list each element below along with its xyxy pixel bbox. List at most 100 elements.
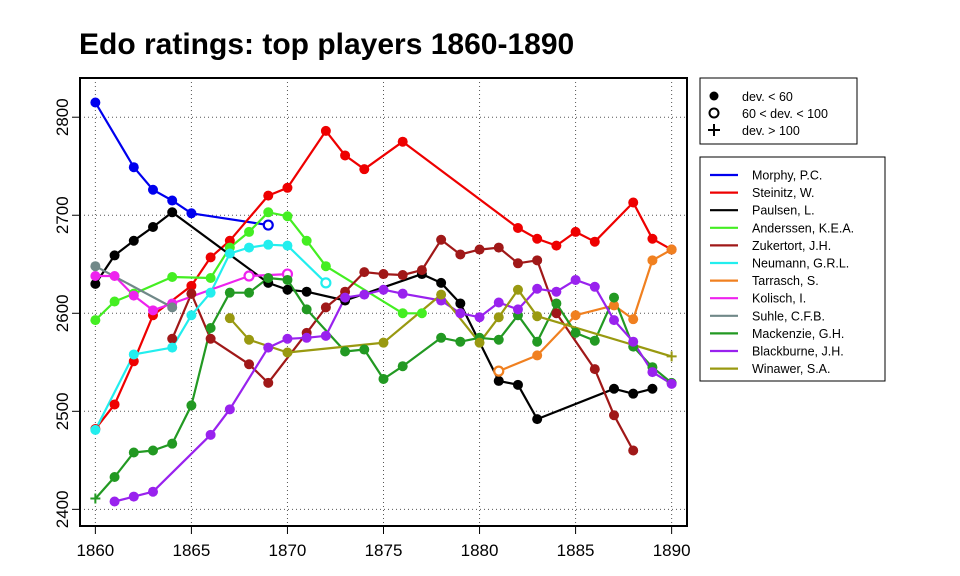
data-point-mackenzie-g-h-1870 [282, 274, 293, 285]
y-axis: 2400 2500 2600 2700 2800 [53, 98, 80, 528]
data-point-mackenzie-g-h-1878 [436, 332, 447, 343]
data-point-winawer-s-a-1867 [224, 313, 235, 324]
data-point-anderssen-k-e-a-1861 [109, 296, 120, 307]
data-point-neumann-g-r-l-1872 [320, 277, 332, 289]
data-point-kolisch-i-1862 [128, 290, 139, 301]
data-point-blackburne-j-h-1876 [397, 288, 408, 299]
data-point-mackenzie-g-h-1874 [359, 344, 370, 355]
legend-label-blackburne-j-h: Blackburne, J.H. [752, 345, 844, 359]
data-point-anderssen-k-e-a-1866 [205, 272, 216, 283]
data-point-mackenzie-g-h-1860 [90, 493, 101, 504]
y-tick-label-2800: 2800 [53, 98, 72, 136]
x-tick-label-1885: 1885 [557, 541, 595, 560]
data-point-anderssen-k-e-a-1860 [90, 315, 101, 326]
x-tick-label-1875: 1875 [365, 541, 403, 560]
data-point-paulsen-l-1888 [628, 388, 639, 399]
series-line-suhle-c-f-b [94, 265, 173, 309]
data-point-steinitz-w-1888 [628, 197, 639, 208]
legend-label-neumann-g-r-l: Neumann, G.R.L. [752, 257, 849, 271]
data-point-steinitz-w-1865 [186, 280, 197, 291]
y-tick-label-2700: 2700 [53, 196, 72, 234]
series-line-neumann-g-r-l [94, 243, 327, 431]
data-point-neumann-g-r-l-1864 [167, 342, 178, 353]
data-point-winawer-s-a-1878 [436, 289, 447, 300]
data-point-blackburne-j-h-1879 [455, 308, 466, 319]
data-point-mackenzie-g-h-1875 [378, 373, 389, 384]
data-point-mackenzie-g-h-1879 [455, 336, 466, 347]
marker-legend-label-2: 60 < dev. < 100 [742, 107, 828, 121]
data-point-morphy-p-c-1865 [186, 208, 197, 219]
data-point-mackenzie-g-h-1863 [147, 445, 158, 456]
data-point-zukertort-j-h-1882 [512, 258, 523, 269]
marker-legend: dev. < 60 60 < dev. < 100 dev. > 100 [699, 77, 858, 145]
data-point-mackenzie-g-h-1861 [109, 471, 120, 482]
data-point-mackenzie-g-h-1864 [167, 438, 178, 449]
data-point-blackburne-j-h-1885 [570, 274, 581, 285]
data-point-kolisch-i-1861 [109, 271, 120, 282]
data-point-anderssen-k-e-a-1871 [301, 235, 312, 246]
data-point-zukertort-j-h-1886 [589, 364, 600, 375]
data-point-suhle-c-f-b-1864 [167, 302, 178, 313]
data-point-paulsen-l-1864 [167, 207, 178, 218]
data-point-zukertort-j-h-1877 [416, 265, 427, 276]
x-axis: 1860 1865 1870 1875 1880 1885 1890 [76, 526, 691, 560]
legend-label-paulsen-l: Paulsen, L. [752, 204, 815, 218]
data-point-mackenzie-g-h-1881 [493, 334, 504, 345]
data-point-paulsen-l-1862 [128, 235, 139, 246]
x-tick-label-1890: 1890 [653, 541, 691, 560]
data-point-paulsen-l-1860 [90, 278, 101, 289]
data-point-mackenzie-g-h-1873 [340, 346, 351, 357]
series-line-mackenzie-g-h [94, 276, 673, 500]
data-point-steinitz-w-1874 [359, 164, 370, 175]
data-point-blackburne-j-h-1869 [263, 342, 274, 353]
data-point-suhle-c-f-b-1860 [90, 261, 101, 272]
data-point-blackburne-j-h-1866 [205, 429, 216, 440]
data-point-paulsen-l-1882 [512, 379, 523, 390]
data-point-zukertort-j-h-1881 [493, 242, 504, 253]
legend-label-winawer-s-a: Winawer, S.A. [752, 362, 831, 376]
legend-label-anderssen-k-e-a: Anderssen, K.E.A. [752, 221, 854, 235]
data-point-paulsen-l-1870 [282, 284, 293, 295]
legend-label-mackenzie-g-h: Mackenzie, G.H. [752, 327, 844, 341]
data-point-blackburne-j-h-1875 [378, 284, 389, 295]
data-point-neumann-g-r-l-1869 [263, 239, 274, 250]
data-point-zukertort-j-h-1883 [532, 255, 543, 266]
legend-label-steinitz-w: Steinitz, W. [752, 186, 815, 200]
data-point-zukertort-j-h-1884 [551, 308, 562, 319]
data-point-zukertort-j-h-1865 [186, 288, 197, 299]
data-point-winawer-s-a-1870 [282, 347, 293, 358]
data-point-blackburne-j-h-1867 [224, 404, 235, 415]
data-point-zukertort-j-h-1866 [205, 333, 216, 344]
legend-label-tarrasch-s: Tarrasch, S. [752, 274, 819, 288]
data-point-anderssen-k-e-a-1868 [244, 226, 255, 237]
data-point-mackenzie-g-h-1865 [186, 400, 197, 411]
data-point-blackburne-j-h-1863 [147, 486, 158, 497]
data-point-tarrasch-s-1885 [570, 310, 581, 321]
data-point-mackenzie-g-h-1871 [301, 304, 312, 315]
data-point-neumann-g-r-l-1868 [244, 242, 255, 253]
data-point-zukertort-j-h-1874 [359, 267, 370, 278]
data-point-neumann-g-r-l-1867 [224, 248, 235, 259]
data-point-morphy-p-c-1860 [90, 97, 101, 108]
series-line-paulsen-l [94, 211, 653, 421]
series-line-morphy-p-c [94, 101, 269, 227]
data-point-steinitz-w-1873 [340, 150, 351, 161]
data-point-paulsen-l-1879 [455, 298, 466, 309]
plus-icon [708, 124, 720, 136]
data-point-steinitz-w-1876 [397, 136, 408, 147]
data-point-steinitz-w-1883 [532, 233, 543, 244]
marker-legend-box [699, 77, 858, 145]
data-point-mackenzie-g-h-1883 [532, 336, 543, 347]
data-point-anderssen-k-e-a-1864 [167, 272, 178, 283]
data-point-mackenzie-g-h-1866 [205, 322, 216, 333]
data-point-paulsen-l-1863 [147, 222, 158, 233]
data-point-steinitz-w-1862 [128, 356, 139, 367]
series-legend: Morphy, P.C. Steinitz, W. Paulsen, L. Ander… [699, 156, 886, 382]
data-point-tarrasch-s-1887 [609, 300, 620, 311]
data-point-mackenzie-g-h-1876 [397, 361, 408, 372]
data-point-steinitz-w-1886 [589, 236, 600, 247]
data-point-zukertort-j-h-1875 [378, 269, 389, 280]
data-point-kolisch-i-1868 [243, 270, 255, 282]
data-point-steinitz-w-1872 [320, 125, 331, 136]
